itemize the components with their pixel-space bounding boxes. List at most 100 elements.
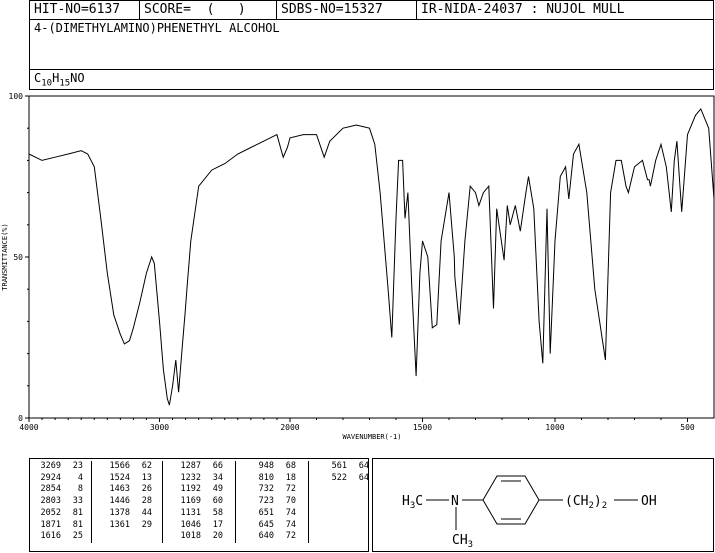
hit-number: HIT-NO=6137 xyxy=(30,1,140,19)
peak-table: 3269 23 2924 4 2854 8 2803 33 2052 81 1871 81 1616 25… xyxy=(31,461,369,543)
peak-row: 1463 26 xyxy=(100,484,158,496)
spectrum-line xyxy=(28,107,715,406)
peak-wavenumber: 2854 xyxy=(40,484,61,495)
peak-transmittance: 74 xyxy=(285,507,296,518)
structure-box xyxy=(372,458,714,552)
peak-row: 1871 81 xyxy=(31,520,87,532)
peak-wavenumber: 1192 xyxy=(180,484,201,495)
peak-wavenumber: 2803 xyxy=(40,496,61,507)
peak-row: 1616 25 xyxy=(31,531,87,543)
y-tick-label: 100 xyxy=(9,92,24,101)
peak-transmittance: 49 xyxy=(212,484,223,495)
peak-transmittance: 17 xyxy=(212,519,223,530)
peak-transmittance: 64 xyxy=(358,461,369,471)
peak-wavenumber: 732 xyxy=(258,484,274,495)
peak-row: 1524 13 xyxy=(100,473,158,485)
peak-transmittance: 4 xyxy=(77,472,83,483)
peak-table-box xyxy=(29,458,369,552)
peak-wavenumber: 2924 xyxy=(40,472,61,483)
peak-transmittance: 60 xyxy=(212,496,223,507)
peak-wavenumber: 1616 xyxy=(40,531,61,542)
peak-row: 1566 62 xyxy=(100,461,158,473)
peak-wavenumber: 1871 xyxy=(40,519,61,530)
peak-wavenumber: 1378 xyxy=(109,507,130,518)
peak-transmittance: 70 xyxy=(285,496,296,507)
x-axis-label: WAVENUMBER(-1) xyxy=(342,433,401,441)
x-tick-label: 500 xyxy=(680,423,695,432)
peak-wavenumber: 561 xyxy=(331,461,347,471)
peak-transmittance: 64 xyxy=(358,472,369,483)
x-tick-label: 4000 xyxy=(19,423,38,432)
peak-transmittance: 74 xyxy=(285,519,296,530)
x-tick-label: 1500 xyxy=(413,423,432,432)
sdbs-number: SDBS-NO=15327 xyxy=(277,1,417,19)
peak-row: 1046 17 xyxy=(171,520,231,532)
peak-transmittance: 18 xyxy=(285,472,296,483)
peak-transmittance: 28 xyxy=(141,496,152,507)
formula-divider xyxy=(30,69,713,70)
peak-row: 522 64 xyxy=(317,473,369,485)
peak-wavenumber: 948 xyxy=(258,461,274,471)
peak-column-2: 1566 62 1524 13 1463 26 1446 28 1378 44 1361 29 xyxy=(92,461,163,543)
header-divider xyxy=(30,19,713,20)
ir-source: IR-NIDA-24037 : NUJOL MULL xyxy=(421,2,625,17)
y-tick-label: 50 xyxy=(13,253,23,262)
peak-row: 645 74 xyxy=(244,520,304,532)
peak-row: 810 18 xyxy=(244,473,304,485)
peak-row: 3269 23 xyxy=(31,461,87,473)
peak-row: 1232 34 xyxy=(171,473,231,485)
peak-wavenumber: 810 xyxy=(258,472,274,483)
peak-wavenumber: 1463 xyxy=(109,484,130,495)
peak-row: 651 74 xyxy=(244,508,304,520)
peak-row: 1287 66 xyxy=(171,461,231,473)
peak-transmittance: 33 xyxy=(72,496,83,507)
molecular-formula: C10H15NO xyxy=(34,71,85,89)
x-tick-label: 2000 xyxy=(280,423,299,432)
peak-wavenumber: 1169 xyxy=(180,496,201,507)
peak-wavenumber: 1361 xyxy=(109,519,130,530)
peak-row: 1446 28 xyxy=(100,496,158,508)
peak-row: 732 72 xyxy=(244,484,304,496)
peak-wavenumber: 1131 xyxy=(180,507,201,518)
peak-wavenumber: 1566 xyxy=(109,461,130,471)
peak-transmittance: 25 xyxy=(72,531,83,542)
peak-wavenumber: 645 xyxy=(258,519,274,530)
peak-transmittance: 26 xyxy=(141,484,152,495)
peak-wavenumber: 522 xyxy=(331,472,347,483)
peak-wavenumber: 723 xyxy=(258,496,274,507)
peak-column-1: 3269 23 2924 4 2854 8 2803 33 2052 81 1871 81 1616 25 xyxy=(31,461,92,543)
peak-row: 1361 29 xyxy=(100,520,158,532)
peak-transmittance: 62 xyxy=(141,461,152,471)
peak-row: 2924 4 xyxy=(31,473,87,485)
y-axis-label: TRANSMITTANCE(%) xyxy=(1,223,9,290)
peak-wavenumber: 1046 xyxy=(180,519,201,530)
peak-row: 561 64 xyxy=(317,461,369,473)
plot-frame xyxy=(28,95,715,419)
peak-column-5: 561 64 522 64 xyxy=(309,461,369,543)
peak-row: 640 72 xyxy=(244,531,304,543)
score: SCORE= ( ) xyxy=(140,1,277,19)
peak-row: 2803 33 xyxy=(31,496,87,508)
peak-transmittance: 66 xyxy=(212,461,223,471)
peak-transmittance: 44 xyxy=(141,507,152,518)
header-box: HIT-NO=6137 SCORE= ( ) SDBS-NO=15327 IR-… xyxy=(29,0,714,90)
peak-transmittance: 81 xyxy=(72,507,83,518)
peak-row: 2052 81 xyxy=(31,508,87,520)
peak-transmittance: 13 xyxy=(141,472,152,483)
peak-row: 2854 8 xyxy=(31,484,87,496)
x-tick-label: 3000 xyxy=(150,423,169,432)
peak-row: 1018 20 xyxy=(171,531,231,543)
peak-wavenumber: 1287 xyxy=(180,461,201,471)
peak-row: 948 68 xyxy=(244,461,304,473)
peak-transmittance: 23 xyxy=(72,461,83,471)
peak-wavenumber: 1018 xyxy=(180,531,201,542)
peak-row: 1378 44 xyxy=(100,508,158,520)
peak-row: 723 70 xyxy=(244,496,304,508)
peak-wavenumber: 1524 xyxy=(109,472,130,483)
peak-column-4: 948 68 810 18 732 72 723 70 651 74 645 74 640 72 xyxy=(236,461,309,543)
peak-transmittance: 81 xyxy=(72,519,83,530)
compound-name: 4-(DIMETHYLAMINO)PHENETHYL ALCOHOL xyxy=(34,21,280,35)
peak-transmittance: 58 xyxy=(212,507,223,518)
peak-transmittance: 72 xyxy=(285,531,296,542)
